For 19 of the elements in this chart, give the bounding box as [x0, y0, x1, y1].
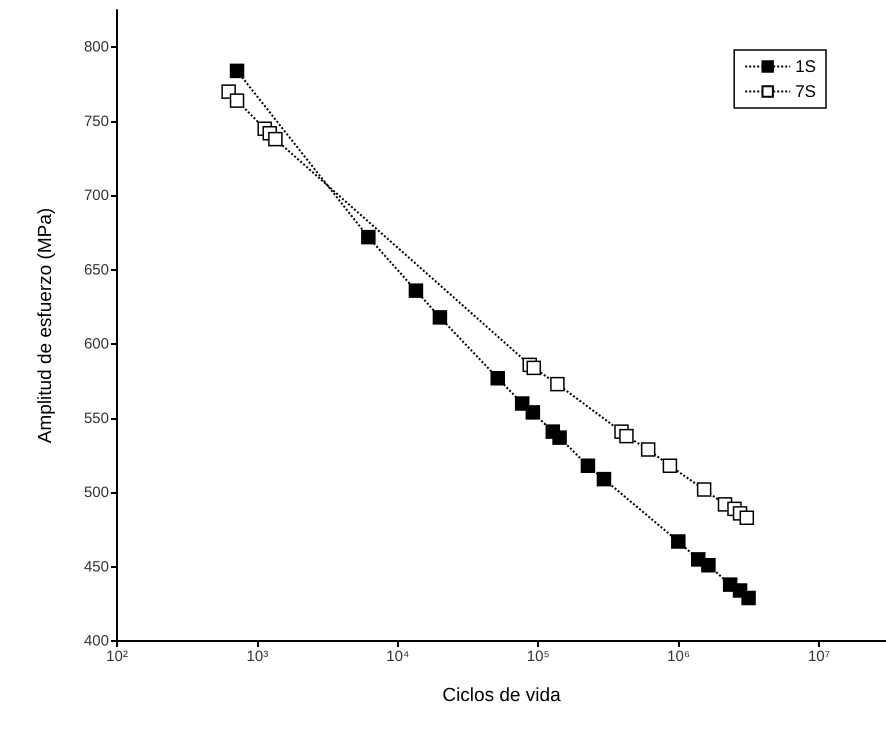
legend-label: 1S — [795, 57, 816, 76]
y-tick-label: 600 — [84, 336, 109, 353]
y-tick-label: 500 — [84, 484, 109, 502]
y-tick-label: 750 — [84, 112, 109, 130]
x-tick-label: 10⁶ — [667, 648, 690, 665]
y-tick-label: 550 — [84, 410, 109, 427]
x-tick-label: 10⁵ — [526, 648, 550, 665]
y-tick-label: 650 — [84, 261, 109, 278]
y-tick-label: 450 — [84, 558, 109, 576]
x-axis-title: Ciclos de vida — [442, 685, 562, 706]
legend-label: 7S — [795, 82, 816, 101]
x-tick-label: 10⁴ — [386, 648, 410, 665]
y-tick-label: 800 — [84, 38, 109, 56]
y-tick-label: 400 — [84, 632, 109, 650]
y-axis-title: Amplitud de esfuerzo (MPa) — [35, 208, 56, 444]
x-tick-label: 10³ — [246, 648, 268, 665]
y-tick-label: 700 — [84, 187, 109, 204]
x-tick-label: 10² — [106, 648, 128, 665]
x-tick-label: 10⁷ — [808, 648, 830, 665]
